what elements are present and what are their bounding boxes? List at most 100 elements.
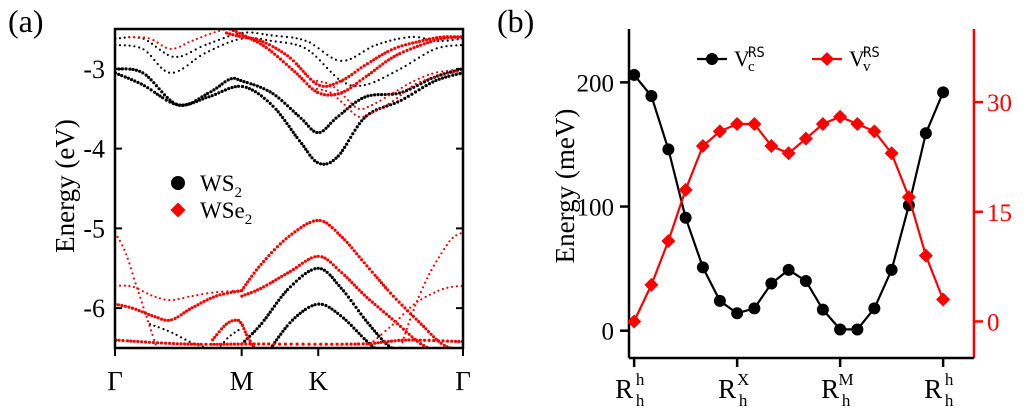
band-point <box>343 89 347 93</box>
band-point <box>125 253 128 256</box>
band-point <box>227 35 230 38</box>
band-point <box>226 41 229 44</box>
band-point <box>304 39 307 42</box>
band-point <box>301 342 305 346</box>
band-point <box>380 42 383 45</box>
band-point <box>407 323 410 326</box>
band-point <box>253 90 257 94</box>
band-point <box>350 246 354 250</box>
band-point <box>295 135 299 140</box>
band-point <box>354 305 358 309</box>
band-point <box>383 96 386 100</box>
band-point <box>329 121 333 125</box>
band-point <box>204 34 207 37</box>
band-point <box>340 100 343 103</box>
band-point <box>151 333 154 336</box>
band-point <box>313 342 317 346</box>
band-point <box>309 256 313 260</box>
band-point <box>247 36 251 40</box>
x-tick-label-superscript: X <box>737 370 749 389</box>
band-point <box>206 91 210 96</box>
band-point <box>274 40 277 43</box>
band-point <box>367 72 371 77</box>
band-point <box>376 305 380 309</box>
band-point <box>402 336 405 339</box>
band-point <box>150 42 154 45</box>
band-point <box>276 110 280 114</box>
band-point <box>161 96 165 100</box>
band-point <box>325 162 329 166</box>
band-point <box>440 46 443 49</box>
band-point <box>131 67 135 72</box>
x-tick-label-subscript: h <box>842 391 851 410</box>
band-point <box>158 94 162 98</box>
band-point <box>358 53 361 56</box>
band-point <box>291 59 295 63</box>
band-point <box>175 342 179 346</box>
band-point <box>166 318 170 322</box>
band-point <box>375 101 378 104</box>
band-point <box>421 286 425 289</box>
band-point <box>391 294 395 298</box>
band-point <box>380 93 384 97</box>
band-point <box>286 54 290 58</box>
band-point <box>431 80 435 84</box>
band-point <box>445 244 448 247</box>
band-point <box>396 97 399 100</box>
band-point <box>446 36 450 40</box>
band-point <box>459 232 462 235</box>
band-point <box>405 48 409 53</box>
band-point <box>339 314 343 318</box>
band-point <box>329 70 332 73</box>
band-point <box>406 88 410 91</box>
band-point <box>322 63 325 66</box>
band-point <box>428 37 432 41</box>
band-point <box>248 342 252 346</box>
band-point <box>291 267 295 272</box>
band-point <box>233 85 237 89</box>
data-point <box>730 117 745 132</box>
band-point <box>311 80 316 84</box>
band-point <box>360 258 364 262</box>
band-point <box>300 38 303 41</box>
band-point <box>320 88 323 91</box>
band-point <box>140 340 144 344</box>
band-point <box>370 300 374 304</box>
band-point <box>333 74 336 77</box>
band-point <box>347 107 350 110</box>
band-point <box>201 293 204 296</box>
band-point <box>302 224 306 228</box>
band-point <box>436 349 439 352</box>
band-point <box>419 290 422 294</box>
band-point <box>379 307 383 311</box>
band-point <box>450 69 454 72</box>
data-point <box>695 138 710 153</box>
band-point <box>319 342 323 346</box>
band-point <box>341 78 345 82</box>
band-point <box>369 60 373 64</box>
band-point <box>367 298 372 302</box>
band-point <box>285 35 288 39</box>
band-point <box>435 47 438 50</box>
band-point <box>419 322 423 326</box>
band-point <box>345 142 349 146</box>
band-point <box>296 228 300 232</box>
band-point <box>208 42 211 45</box>
band-point <box>381 310 386 314</box>
band-point <box>281 329 285 333</box>
band-point <box>414 40 418 44</box>
band-point <box>330 275 334 279</box>
x-tick-label-base: R <box>615 374 633 404</box>
data-point <box>918 248 933 263</box>
band-point <box>440 76 444 80</box>
band-point <box>323 256 327 260</box>
band-point <box>428 273 431 276</box>
band-point <box>414 338 418 342</box>
band-point <box>334 265 338 270</box>
x-tick-label: RM h <box>821 370 854 410</box>
band-point <box>156 41 159 44</box>
band-point <box>250 332 254 336</box>
band-point <box>427 338 431 342</box>
band-point <box>289 127 293 131</box>
band-point <box>147 40 150 43</box>
